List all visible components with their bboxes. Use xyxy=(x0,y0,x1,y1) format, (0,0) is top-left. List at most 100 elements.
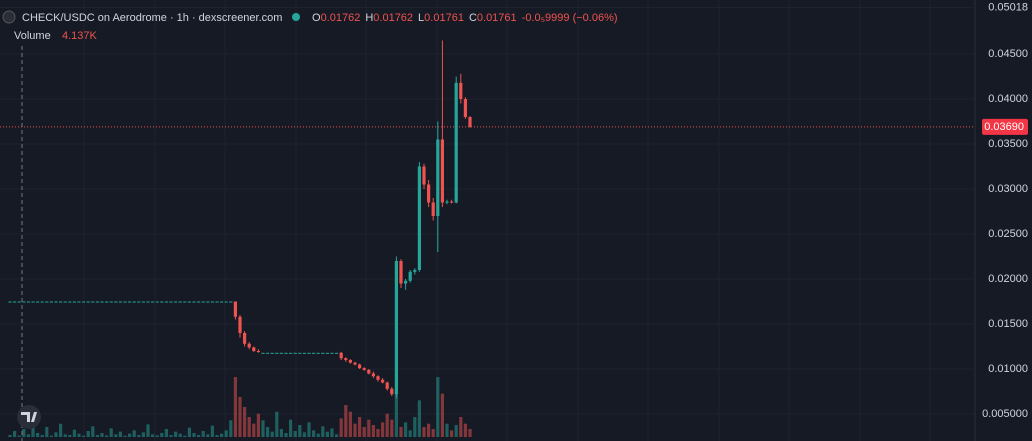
logo-mark xyxy=(21,412,37,422)
change: -0.0₅9999 (−0.06%) xyxy=(522,12,618,24)
candle-body xyxy=(450,201,454,203)
chart-title: CHECK/USDC on Aerodrome · 1h · dexscreen… xyxy=(22,12,282,24)
o-label: O xyxy=(312,12,321,24)
volume-bar xyxy=(210,425,214,437)
volume-bar xyxy=(289,419,293,437)
candle-body xyxy=(243,333,247,344)
candle-body xyxy=(114,301,118,303)
candle-body xyxy=(390,388,394,395)
y-tick-label: 0.02000 xyxy=(988,273,1028,285)
volume-bar xyxy=(463,423,467,437)
volume-bar xyxy=(376,429,380,437)
volume-bar xyxy=(105,435,109,437)
y-tick-label: 0.03500 xyxy=(988,138,1028,150)
candle-body xyxy=(353,362,357,365)
candle-body xyxy=(128,301,132,303)
volume-bar xyxy=(72,429,76,437)
volume-bar xyxy=(247,417,251,437)
candle-body xyxy=(220,301,224,303)
volume-bar xyxy=(91,426,95,437)
candle-body xyxy=(137,301,141,303)
candle-body xyxy=(151,301,155,303)
candle-body xyxy=(17,301,21,303)
candle-body xyxy=(348,360,352,363)
vertical-grid xyxy=(83,0,931,441)
candle-body xyxy=(367,369,371,374)
candle-body xyxy=(22,301,26,303)
volume-bar xyxy=(459,417,463,437)
volume-bar xyxy=(215,435,219,437)
candle-body xyxy=(100,301,104,303)
volume-bar xyxy=(275,411,279,437)
volume-bar xyxy=(335,434,339,437)
volume-bar xyxy=(174,431,178,437)
candle-body xyxy=(339,352,343,359)
header: CHECK/USDC on Aerodrome · 1h · dexscreen… xyxy=(2,10,618,42)
volume-label: Volume xyxy=(14,30,51,42)
candle-body xyxy=(427,184,431,203)
candle-body xyxy=(330,352,334,354)
candle-body xyxy=(385,382,389,389)
volume-bar xyxy=(49,435,53,437)
volume-bar xyxy=(233,377,237,437)
candle-body xyxy=(82,301,86,303)
volume-bar xyxy=(178,433,182,437)
volume-bar xyxy=(40,435,44,437)
volume-bar xyxy=(390,419,394,437)
candle-body xyxy=(13,301,17,303)
candle-body xyxy=(40,301,44,303)
candle-body xyxy=(431,202,435,216)
candle-body xyxy=(105,301,109,303)
candle-body xyxy=(261,352,265,354)
last-price-label: 0.03690 xyxy=(984,121,1024,133)
candle-body xyxy=(381,379,385,383)
volume-bar xyxy=(307,422,311,437)
volume-bar xyxy=(404,422,408,437)
volume-bar xyxy=(31,425,35,437)
candle-body xyxy=(63,301,67,303)
candle-body xyxy=(358,364,362,369)
y-tick-label: 0.05018 xyxy=(988,1,1028,13)
grid xyxy=(0,6,975,415)
volume-bar xyxy=(293,431,297,437)
candles xyxy=(8,40,472,398)
candle-body xyxy=(215,301,219,303)
volume-bar xyxy=(229,420,233,437)
candle-body xyxy=(197,301,201,303)
candle-body xyxy=(279,352,283,354)
candle-body xyxy=(174,301,178,303)
symbol-icon xyxy=(2,10,16,24)
volume-bar xyxy=(302,432,306,437)
volume-bar xyxy=(86,431,90,437)
candle-body xyxy=(118,301,122,303)
volume-bar xyxy=(22,429,26,437)
candle-body xyxy=(169,301,173,303)
volume-bar xyxy=(312,430,316,437)
volume-bar xyxy=(344,405,348,437)
volume-bar xyxy=(316,433,320,437)
volume-bar xyxy=(95,435,99,437)
volume-bar xyxy=(197,435,201,437)
candle-body xyxy=(422,166,426,185)
volume-bar xyxy=(445,423,449,437)
volume-bar xyxy=(381,422,385,437)
y-tick-label: 0.005000 xyxy=(982,408,1028,420)
volume-bar xyxy=(348,411,352,437)
candle-body xyxy=(293,352,297,354)
volume-bar xyxy=(183,435,187,437)
volume-bar xyxy=(454,425,458,437)
candle-body xyxy=(146,301,150,303)
status-dot xyxy=(292,13,300,21)
candle-body xyxy=(233,301,237,317)
volume-bar xyxy=(100,433,104,437)
candle-body xyxy=(454,82,458,203)
o-value: 0.01762 xyxy=(321,12,361,24)
y-tick-label: 0.02500 xyxy=(988,228,1028,240)
candle-body xyxy=(206,301,210,303)
volume-bar xyxy=(224,430,228,437)
volume-bar xyxy=(17,435,21,437)
volume-bar xyxy=(321,426,325,437)
volume-bar xyxy=(238,397,242,437)
volume-bar xyxy=(128,433,132,437)
